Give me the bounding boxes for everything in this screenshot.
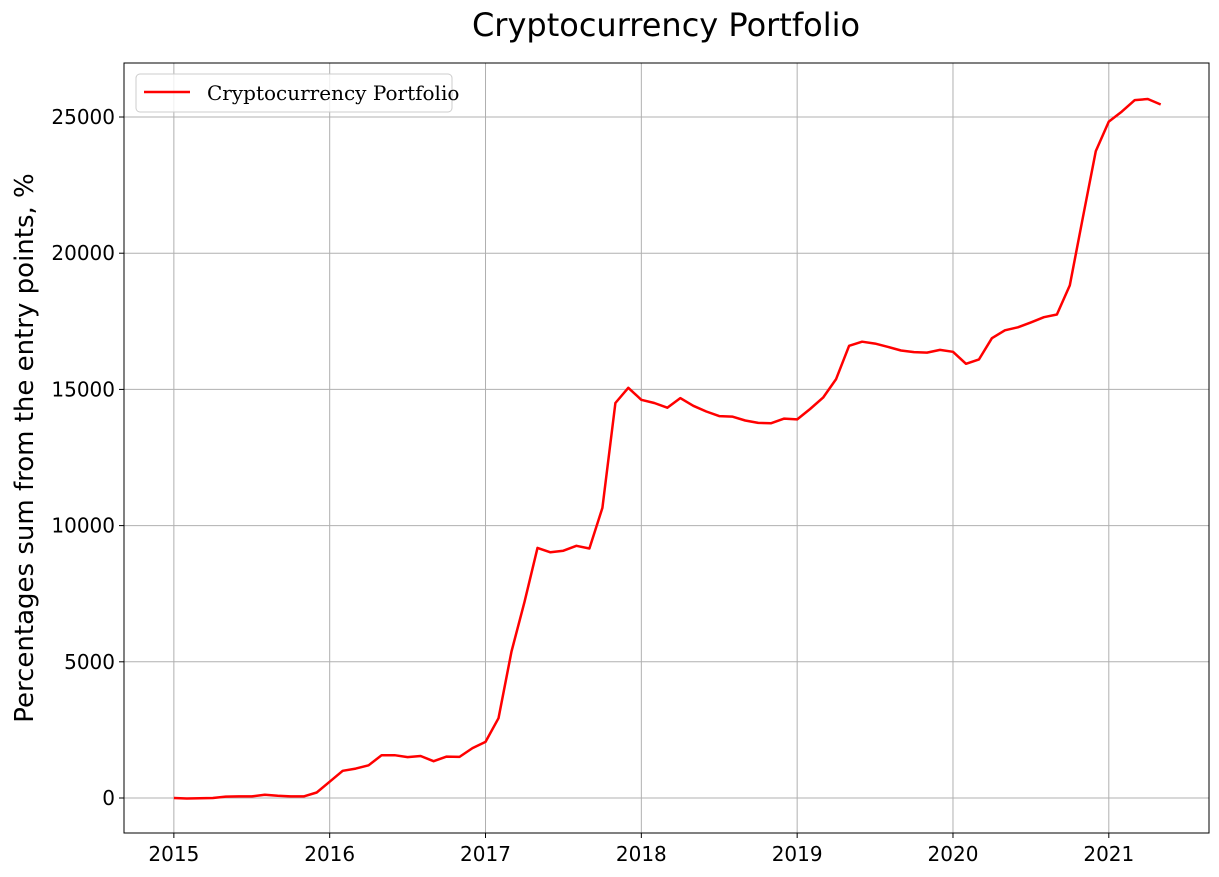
legend-box — [135, 73, 453, 113]
x-tick-label: 2017 — [460, 842, 511, 866]
y-tick-label: 10000 — [51, 514, 115, 538]
y-tick-label: 15000 — [51, 377, 115, 401]
y-axis: 0 5000 10000 15000 20000 25000 — [51, 105, 124, 810]
x-tick-label: 2019 — [772, 842, 823, 866]
chart-title: Cryptocurrency Portfolio — [472, 6, 860, 44]
y-tick-label: 25000 — [51, 105, 115, 129]
series-line — [173, 97, 1162, 800]
x-tick-label: 2018 — [616, 842, 667, 866]
y-tick-label: 20000 — [51, 241, 115, 265]
x-tick-label: 2021 — [1083, 842, 1134, 866]
legend-label: Cryptocurrency Portfolio — [207, 81, 459, 105]
x-tick-label: 2015 — [148, 842, 199, 866]
y-axis-label: Percentages sum from the entry points, % — [10, 173, 40, 723]
series-lines — [173, 97, 1162, 800]
y-tick-label: 0 — [102, 786, 115, 810]
plot-frame — [123, 62, 1210, 834]
x-tick-label: 2016 — [304, 842, 355, 866]
grid — [124, 63, 1209, 833]
y-tick-label: 5000 — [64, 650, 115, 674]
x-axis: 2015 2016 2017 2018 2019 2020 2021 — [148, 833, 1134, 866]
legend: Cryptocurrency Portfolio — [135, 73, 459, 113]
x-tick-label: 2020 — [928, 842, 979, 866]
